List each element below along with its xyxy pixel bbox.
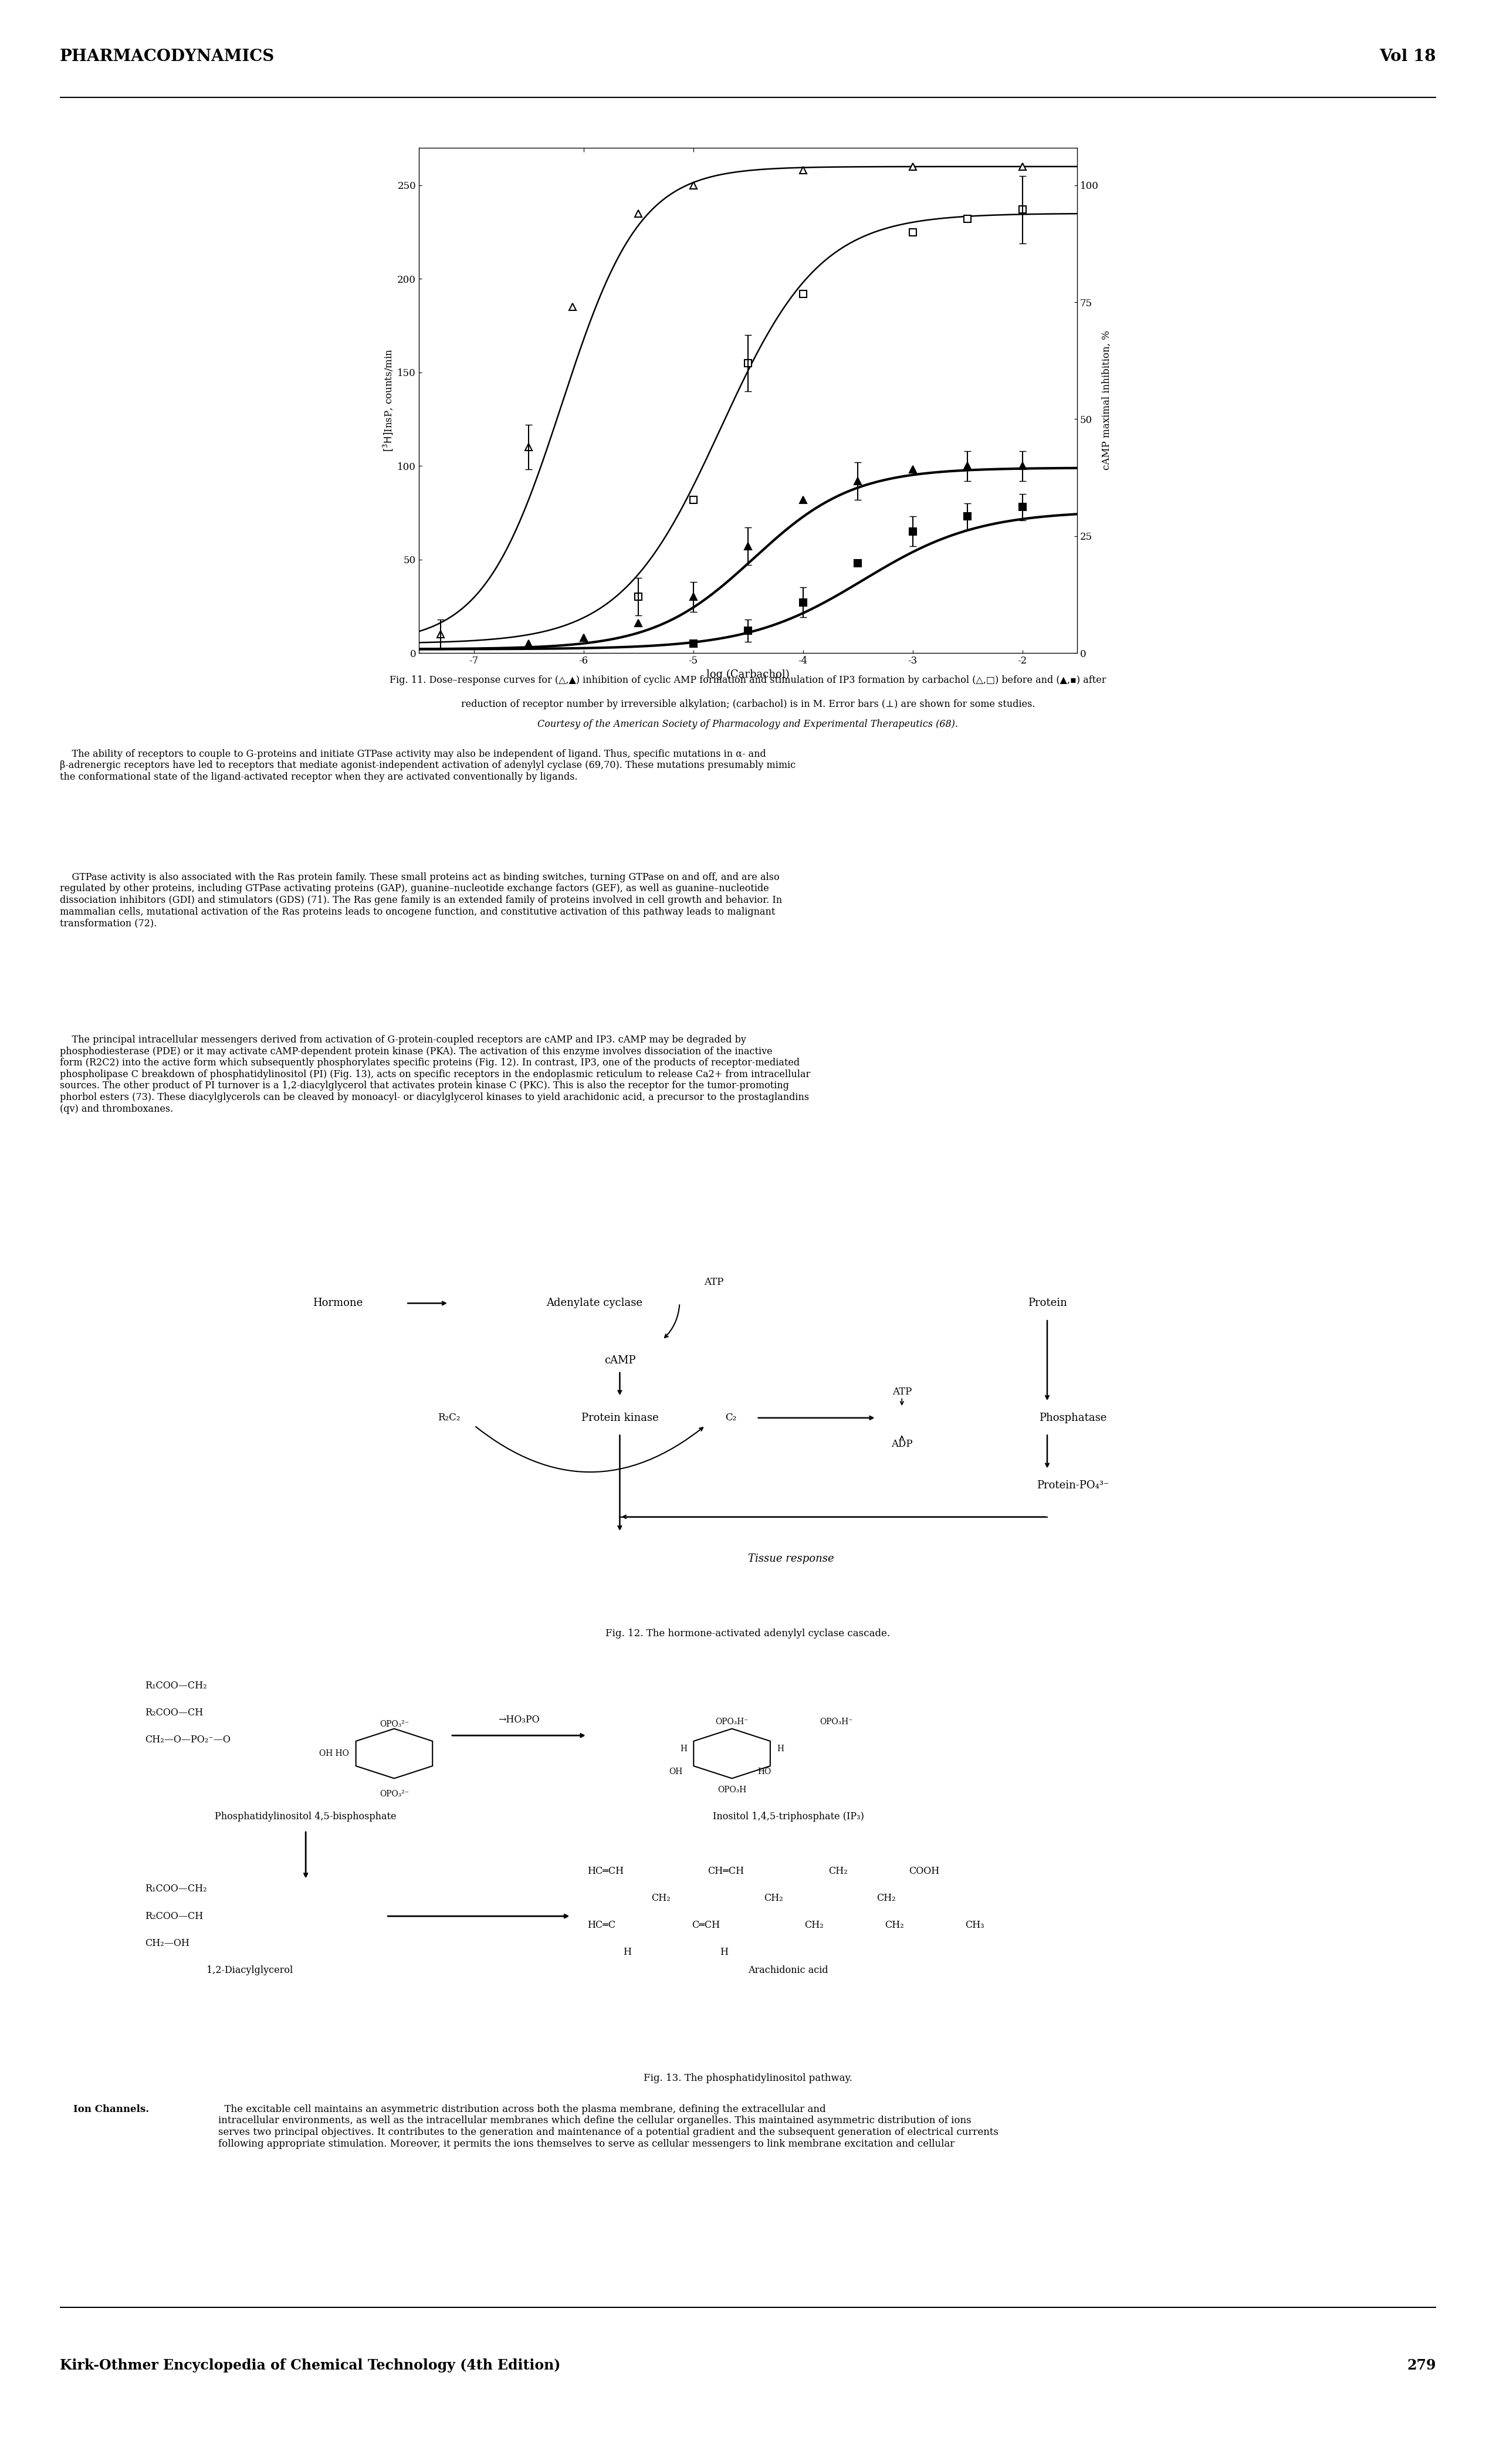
Text: PHARMACODYNAMICS: PHARMACODYNAMICS xyxy=(60,49,275,64)
Text: OPO₃²⁻: OPO₃²⁻ xyxy=(380,1720,408,1727)
Text: R₂COO—CH: R₂COO—CH xyxy=(145,1912,203,1922)
Text: Fig. 11. Dose–response curves for (△,▲) inhibition of cyclic AMP formation and s: Fig. 11. Dose–response curves for (△,▲) … xyxy=(389,675,1107,685)
Text: CH₃: CH₃ xyxy=(965,1919,984,1929)
Text: →HO₃PO: →HO₃PO xyxy=(498,1715,540,1725)
Text: R₁COO—CH₂: R₁COO—CH₂ xyxy=(145,1680,206,1690)
Text: OPO₃H: OPO₃H xyxy=(718,1786,747,1794)
Text: ADP: ADP xyxy=(892,1439,913,1449)
Text: Courtesy of the American Society of Pharmacology and Experimental Therapeutics (: Courtesy of the American Society of Phar… xyxy=(537,719,959,729)
Text: H: H xyxy=(681,1745,687,1754)
Text: Kirk-Othmer Encyclopedia of Chemical Technology (4th Edition): Kirk-Othmer Encyclopedia of Chemical Tec… xyxy=(60,2358,561,2373)
Text: The ability of receptors to couple to G-proteins and initiate GTPase activity ma: The ability of receptors to couple to G-… xyxy=(60,749,796,781)
Text: OH HO: OH HO xyxy=(319,1749,349,1757)
Text: OPO₃H⁻: OPO₃H⁻ xyxy=(820,1717,853,1725)
Text: HC═CH: HC═CH xyxy=(586,1865,624,1875)
Text: CH₂: CH₂ xyxy=(829,1865,848,1875)
Text: Tissue response: Tissue response xyxy=(748,1552,833,1565)
Text: CH₂: CH₂ xyxy=(805,1919,823,1929)
Text: OH: OH xyxy=(669,1767,682,1777)
Text: Protein-PO₄³⁻: Protein-PO₄³⁻ xyxy=(1037,1481,1109,1491)
Text: R₁COO—CH₂: R₁COO—CH₂ xyxy=(145,1885,206,1895)
Text: R₂COO—CH: R₂COO—CH xyxy=(145,1708,203,1717)
Text: C₂: C₂ xyxy=(726,1412,736,1422)
Text: CH₂—O—PO₂⁻—O: CH₂—O—PO₂⁻—O xyxy=(145,1735,230,1745)
Y-axis label: $[^3\mathrm{H}]$InsP, counts/min: $[^3\mathrm{H}]$InsP, counts/min xyxy=(381,350,393,451)
Text: reduction of receptor number by irreversible alkylation; (carbachol) is in M. Er: reduction of receptor number by irrevers… xyxy=(461,700,1035,710)
Text: ATP: ATP xyxy=(892,1387,911,1397)
X-axis label: log (Carbachol): log (Carbachol) xyxy=(706,670,790,680)
Text: Vol 18: Vol 18 xyxy=(1379,49,1436,64)
Text: H: H xyxy=(776,1745,784,1754)
Text: Inositol 1,4,5-triphosphate (IP₃): Inositol 1,4,5-triphosphate (IP₃) xyxy=(712,1811,863,1821)
Text: ATP: ATP xyxy=(705,1276,724,1286)
Text: The principal intracellular messengers derived from activation of G-protein-coup: The principal intracellular messengers d… xyxy=(60,1035,811,1114)
Text: HO: HO xyxy=(757,1767,770,1777)
Text: C═CH: C═CH xyxy=(691,1919,720,1929)
Text: OPO₃²⁻: OPO₃²⁻ xyxy=(380,1789,408,1799)
Text: 1,2-Diacylglycerol: 1,2-Diacylglycerol xyxy=(206,1966,293,1976)
Text: Hormone: Hormone xyxy=(313,1299,362,1308)
Text: CH₂—OH: CH₂—OH xyxy=(145,1939,190,1949)
Text: 279: 279 xyxy=(1408,2358,1436,2373)
Text: CH₂: CH₂ xyxy=(652,1892,670,1902)
Text: Fig. 12. The hormone-activated adenylyl cyclase cascade.: Fig. 12. The hormone-activated adenylyl … xyxy=(606,1629,890,1639)
Text: Adenylate cyclase: Adenylate cyclase xyxy=(546,1299,642,1308)
Text: Protein kinase: Protein kinase xyxy=(580,1412,658,1424)
Text: Phosphatidylinositol 4,5-bisphosphate: Phosphatidylinositol 4,5-bisphosphate xyxy=(215,1811,396,1821)
Text: The excitable cell maintains an asymmetric distribution across both the plasma m: The excitable cell maintains an asymmetr… xyxy=(218,2104,998,2149)
Text: CH₂: CH₂ xyxy=(877,1892,896,1902)
Text: GTPase activity is also associated with the Ras protein family. These small prot: GTPase activity is also associated with … xyxy=(60,872,782,929)
Y-axis label: cAMP maximal inhibition, %: cAMP maximal inhibition, % xyxy=(1103,330,1112,471)
Text: COOH: COOH xyxy=(908,1865,939,1875)
Text: Fig. 13. The phosphatidylinositol pathway.: Fig. 13. The phosphatidylinositol pathwa… xyxy=(643,2072,853,2085)
Text: Ion Channels.: Ion Channels. xyxy=(60,2104,150,2114)
Text: OPO₃H⁻: OPO₃H⁻ xyxy=(715,1717,748,1725)
Text: HC═C: HC═C xyxy=(586,1919,615,1929)
Text: CH═CH: CH═CH xyxy=(708,1865,744,1875)
Text: CH₂: CH₂ xyxy=(884,1919,904,1929)
Text: Protein: Protein xyxy=(1028,1299,1067,1308)
Text: Phosphatase: Phosphatase xyxy=(1040,1412,1107,1424)
Text: cAMP: cAMP xyxy=(604,1355,636,1365)
Text: H: H xyxy=(624,1947,631,1956)
Text: H: H xyxy=(720,1947,729,1956)
Text: Arachidonic acid: Arachidonic acid xyxy=(748,1966,829,1976)
Text: R₂C₂: R₂C₂ xyxy=(437,1412,461,1422)
Text: CH₂: CH₂ xyxy=(764,1892,784,1902)
